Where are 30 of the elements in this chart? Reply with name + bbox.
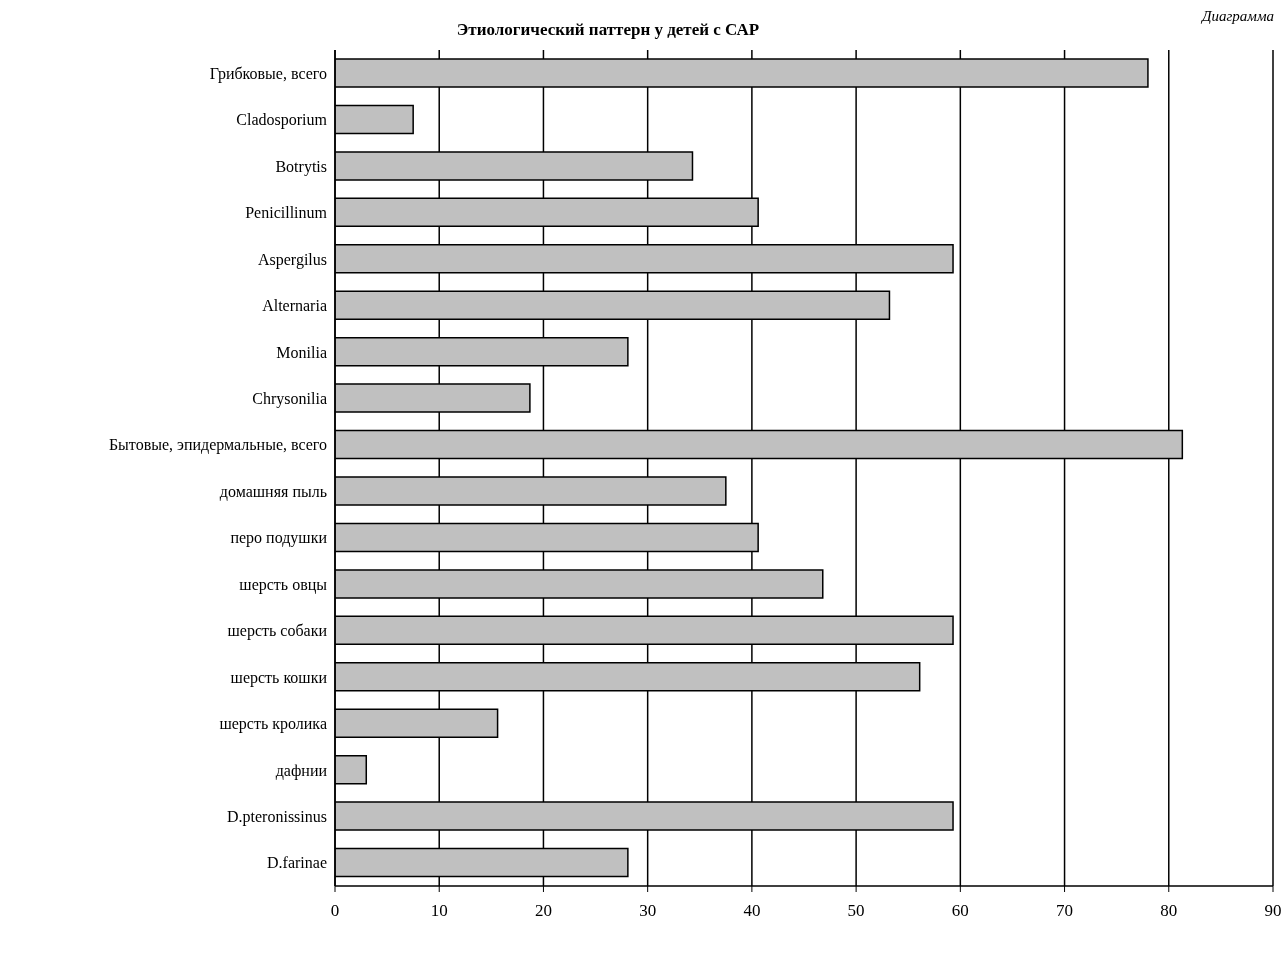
y-tick-label: Alternaria — [262, 297, 327, 315]
chart-title: Этиологический паттерн у детей с САР — [456, 20, 760, 39]
y-tick-label: шерсть овцы — [239, 575, 328, 594]
y-tick-label: D.farinae — [267, 854, 327, 872]
y-tick-label: Cladosporium — [236, 111, 328, 130]
y-tick-label: D.pteronissinus — [227, 808, 327, 827]
y-tick-label: Chrysonilia — [252, 390, 327, 409]
text: Диаграмма — [1201, 8, 1274, 25]
x-tick-label: 80 — [1160, 901, 1178, 921]
x-tick-label: 10 — [430, 901, 448, 921]
y-tick-label: шерсть собаки — [227, 622, 328, 641]
y-tick-label: Бытовые, эпидермальные, всего — [108, 436, 327, 455]
y-tick-label: перо подушки — [230, 529, 328, 548]
x-tick-label: 90 — [1264, 901, 1282, 921]
x-tick-label: 50 — [847, 901, 865, 921]
y-tick-label: домашняя пыль — [219, 482, 327, 501]
x-tick-label: 60 — [951, 901, 969, 921]
x-tick-label: 70 — [1056, 901, 1074, 921]
y-tick-label: Penicillinum — [245, 204, 328, 222]
y-tick-label: шерсть кролика — [219, 715, 327, 734]
y-tick-label: Botrytis — [275, 157, 327, 176]
y-tick-label: Aspergilus — [257, 250, 327, 269]
x-tick-label: 40 — [743, 901, 761, 921]
x-tick-label: 20 — [534, 901, 552, 921]
x-tick-label: 0 — [330, 901, 340, 921]
y-tick-label: Monilia — [276, 343, 327, 361]
y-tick-label: Грибковые, всего — [209, 64, 327, 83]
y-tick-label: дафнии — [275, 761, 328, 780]
x-tick-label: 30 — [639, 901, 657, 921]
y-tick-label: шерсть кошки — [230, 668, 328, 687]
